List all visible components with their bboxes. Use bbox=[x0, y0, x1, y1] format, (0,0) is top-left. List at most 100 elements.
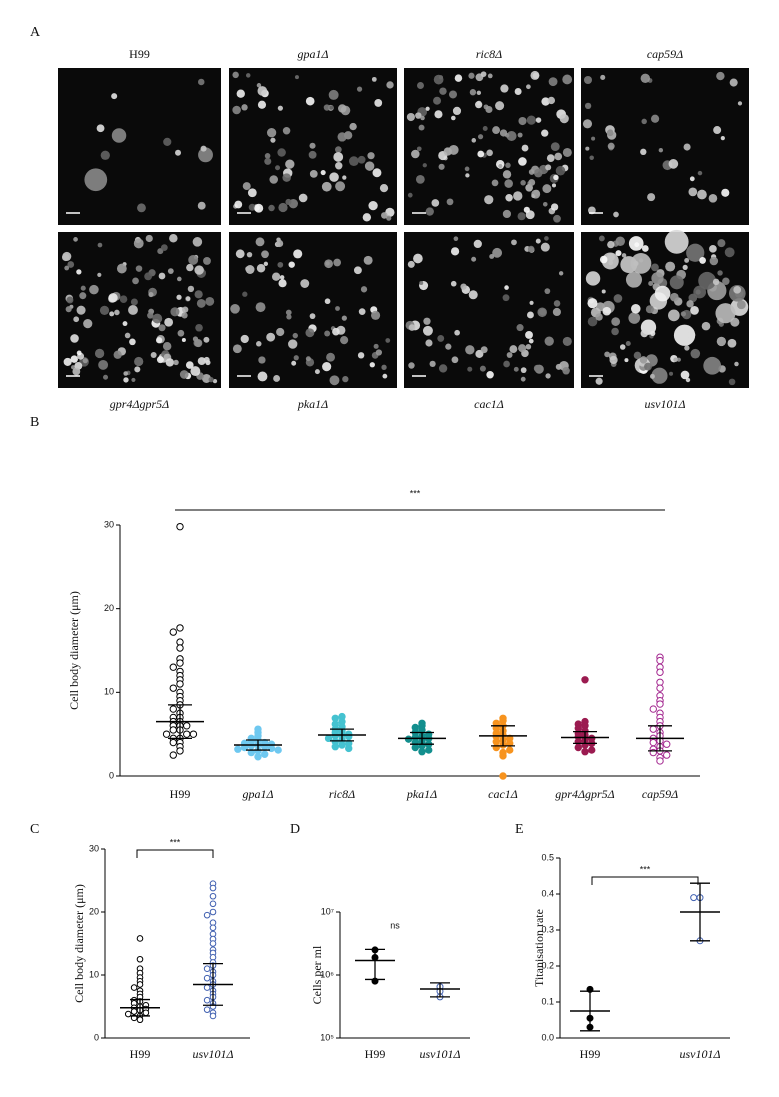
x-tick-label: H99 bbox=[170, 787, 191, 801]
cell bbox=[236, 89, 245, 98]
cell bbox=[437, 334, 445, 342]
cell bbox=[160, 244, 168, 251]
cell bbox=[562, 74, 573, 85]
cell bbox=[203, 336, 210, 343]
cell bbox=[181, 312, 188, 319]
cell bbox=[491, 179, 499, 187]
cell bbox=[555, 363, 562, 370]
cell bbox=[291, 360, 297, 366]
cell bbox=[504, 285, 509, 290]
cell bbox=[67, 261, 75, 268]
cell bbox=[537, 307, 547, 318]
cell bbox=[285, 198, 292, 206]
cell bbox=[476, 90, 482, 96]
cell bbox=[550, 203, 559, 211]
cell bbox=[372, 168, 382, 178]
cell bbox=[266, 332, 276, 342]
cell bbox=[454, 74, 463, 82]
significance-label: *** bbox=[170, 837, 181, 847]
cell bbox=[475, 349, 484, 358]
cell bbox=[137, 203, 146, 213]
cell bbox=[517, 212, 526, 221]
cell bbox=[518, 157, 527, 166]
cell bbox=[477, 150, 485, 158]
cell bbox=[682, 264, 688, 270]
cell bbox=[644, 362, 652, 371]
cell bbox=[293, 249, 303, 259]
cell bbox=[545, 373, 551, 379]
data-point bbox=[124, 1010, 132, 1018]
cell bbox=[420, 115, 425, 121]
cell bbox=[611, 317, 621, 326]
cell bbox=[686, 243, 705, 262]
data-point bbox=[183, 722, 191, 730]
cell bbox=[335, 162, 343, 170]
y-tick-label: 0.4 bbox=[541, 888, 554, 898]
cell bbox=[649, 373, 655, 379]
cell bbox=[158, 272, 166, 280]
cell bbox=[200, 145, 207, 152]
cell bbox=[375, 349, 382, 356]
cell bbox=[324, 259, 333, 269]
cell bbox=[606, 129, 614, 137]
image-label: cap59Δ bbox=[647, 47, 683, 61]
cell bbox=[264, 153, 271, 159]
cell bbox=[492, 247, 503, 258]
data-point bbox=[247, 742, 255, 750]
cell bbox=[687, 331, 696, 339]
cell bbox=[690, 305, 699, 315]
data-point bbox=[209, 884, 217, 892]
x-tick-label: usv101Δ bbox=[679, 1047, 720, 1061]
cell bbox=[232, 344, 242, 354]
cell bbox=[155, 337, 163, 344]
data-point bbox=[234, 745, 242, 753]
cell bbox=[425, 106, 430, 111]
cell bbox=[416, 146, 422, 152]
cell bbox=[553, 214, 561, 223]
cell bbox=[506, 352, 513, 358]
cell bbox=[613, 294, 623, 303]
cell bbox=[525, 183, 533, 192]
data-point bbox=[247, 748, 255, 757]
cell bbox=[737, 101, 743, 106]
cell bbox=[342, 375, 349, 383]
significance-label: *** bbox=[410, 488, 421, 498]
cell bbox=[546, 154, 555, 162]
significance-bracket bbox=[591, 876, 699, 885]
data-point bbox=[345, 744, 353, 753]
cell bbox=[673, 324, 696, 346]
cell bbox=[697, 170, 703, 176]
cell bbox=[368, 200, 378, 211]
cell bbox=[158, 324, 166, 332]
cell bbox=[96, 124, 105, 133]
cell bbox=[438, 364, 448, 373]
cell bbox=[599, 255, 608, 264]
cell bbox=[277, 148, 286, 157]
cell bbox=[684, 257, 690, 263]
cell bbox=[374, 99, 383, 107]
micrograph bbox=[58, 68, 221, 225]
cell bbox=[162, 342, 172, 351]
cell bbox=[601, 289, 606, 294]
data-point bbox=[169, 628, 177, 636]
data-point bbox=[649, 738, 657, 747]
cell bbox=[134, 356, 144, 367]
cell bbox=[434, 110, 443, 119]
cell bbox=[182, 306, 189, 313]
y-tick-label: 10⁵ bbox=[320, 1032, 334, 1042]
cell bbox=[188, 254, 199, 265]
cell bbox=[415, 112, 422, 119]
cell bbox=[156, 356, 164, 364]
data-point bbox=[274, 746, 282, 754]
cell bbox=[324, 298, 331, 305]
cell bbox=[665, 261, 676, 272]
cell bbox=[686, 300, 694, 308]
cell bbox=[94, 348, 105, 359]
x-tick-label: usv101Δ bbox=[419, 1047, 460, 1061]
cell bbox=[722, 277, 730, 285]
cell bbox=[733, 285, 742, 294]
cell bbox=[338, 104, 347, 113]
cell bbox=[163, 137, 172, 146]
cell bbox=[113, 350, 122, 359]
data-point bbox=[169, 751, 177, 759]
